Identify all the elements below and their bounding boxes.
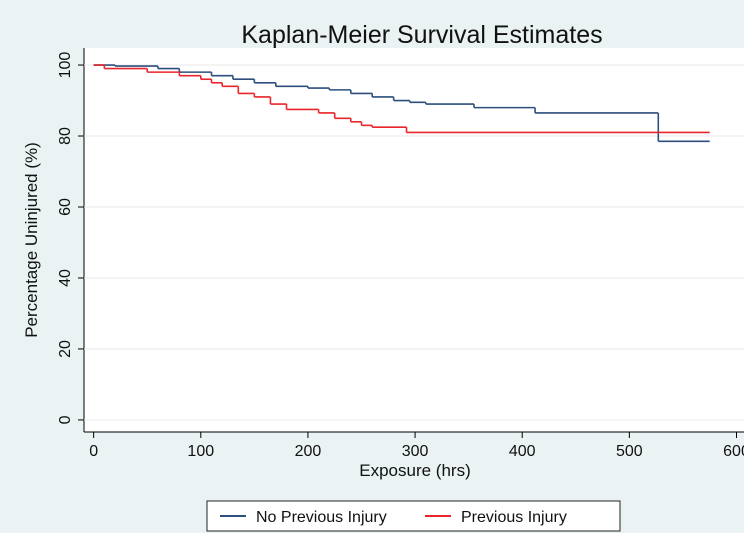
legend-label: Previous Injury [461,509,567,526]
y-axis-title: Percentage Uninjured (%) [22,142,41,338]
x-tick-label: 400 [509,443,536,460]
y-tick-label: 60 [57,198,74,216]
x-tick-label: 500 [616,443,643,460]
legend-label: No Previous Injury [256,509,387,526]
x-tick-label: 600 [723,443,744,460]
plot-area [84,48,744,432]
y-tick-label: 40 [57,269,74,287]
x-tick-label: 300 [402,443,429,460]
y-tick-label: 100 [57,52,74,79]
legend-box [206,500,621,532]
x-tick-label: 100 [187,443,214,460]
y-tick-label: 80 [57,127,74,145]
y-tick-label: 0 [57,415,74,424]
chart-title: Kaplan-Meier Survival Estimates [241,21,602,49]
x-tick-label: 200 [295,443,322,460]
y-tick-label: 20 [57,340,74,358]
x-axis-title: Exposure (hrs) [359,461,470,480]
x-tick-label: 0 [89,443,98,460]
